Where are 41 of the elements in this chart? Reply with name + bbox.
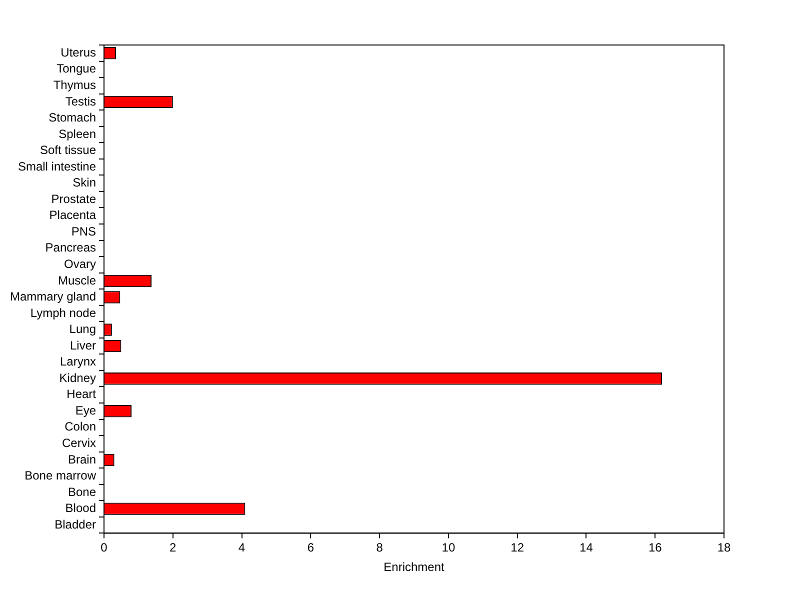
x-tick-label: 10 xyxy=(442,540,456,555)
y-tick-label: Muscle xyxy=(58,273,96,288)
y-tick-label: Colon xyxy=(64,420,96,434)
y-tick-label: Uterus xyxy=(60,45,96,60)
y-tick-label: Placenta xyxy=(49,208,96,222)
x-tick-label: 6 xyxy=(307,540,314,555)
y-tick-label: Eye xyxy=(75,403,96,418)
x-tick-label: 14 xyxy=(580,540,594,555)
y-tick-label: Bone marrow xyxy=(24,468,96,483)
y-tick-label: Tongue xyxy=(56,62,96,76)
y-tick-label: Liver xyxy=(70,338,96,352)
y-tick-label: Testis xyxy=(65,94,96,108)
y-tick-label: Larynx xyxy=(60,354,96,369)
y-tick-label: Prostate xyxy=(51,192,96,206)
y-tick-label: Mammary gland xyxy=(10,290,96,304)
y-tick-label: Cervix xyxy=(62,436,96,450)
y-tick-label: Spleen xyxy=(58,126,96,141)
y-tick-label: Ovary xyxy=(64,257,96,272)
x-tick-label: 4 xyxy=(238,540,246,555)
x-tick-label: 12 xyxy=(510,540,524,555)
y-tick-label: Blood xyxy=(65,501,96,516)
x-tick-label: 0 xyxy=(100,540,108,555)
y-tick-label: Thymus xyxy=(53,78,96,92)
y-tick-label: Heart xyxy=(66,387,97,402)
y-tick-label: Bone xyxy=(68,484,96,499)
x-axis-title: Enrichment xyxy=(384,560,446,574)
y-tick-label: Lymph node xyxy=(30,306,96,320)
y-tick-label: Bladder xyxy=(54,517,96,532)
y-tick-label: Kidney xyxy=(59,370,96,385)
y-tick-label: Soft tissue xyxy=(40,143,96,158)
x-tick-label: 8 xyxy=(376,540,384,555)
y-tick-label: Stomach xyxy=(48,110,96,125)
y-tick-label: PNS xyxy=(71,224,96,238)
x-tick-label: 2 xyxy=(170,540,177,555)
y-tick-label: Brain xyxy=(68,452,96,466)
y-tick-label: Skin xyxy=(72,176,96,190)
x-tick-label: 16 xyxy=(648,540,662,555)
y-tick-label: Pancreas xyxy=(45,240,96,255)
y-tick-label: Lung xyxy=(69,322,96,336)
x-tick-label: 18 xyxy=(717,540,731,555)
y-tick-label: Small intestine xyxy=(18,159,96,174)
